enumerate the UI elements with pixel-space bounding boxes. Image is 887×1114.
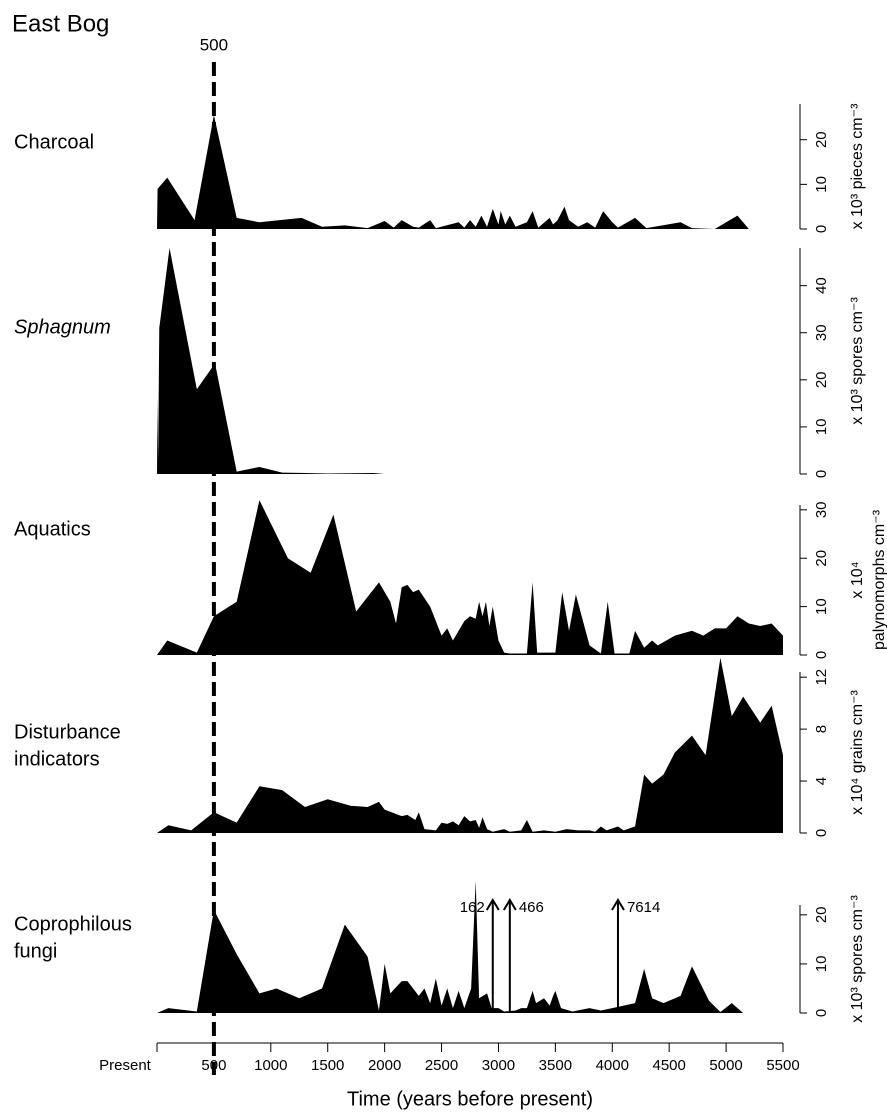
y-tick-label: 12 [813,669,830,686]
y-tick-label: 0 [813,225,830,233]
y-tick-label: 8 [813,725,830,733]
panel-title: Aquatics [14,518,91,540]
y-tick-label: 0 [813,1009,830,1017]
x-tick-label: 2500 [425,1057,458,1074]
x-tick-label: 5500 [766,1057,799,1074]
area [157,115,783,229]
panel-title: Charcoal [14,131,94,153]
y-axis-label: x 10³ spores cm⁻³ [849,895,866,1023]
y-tick-label: 0 [813,651,830,659]
annotation-label: 162 [460,899,485,916]
arrow-head [611,898,625,911]
y-tick-label: 30 [813,324,830,341]
y-axis-label: palynomorphs cm⁻³ [871,509,887,650]
annotation-label: 466 [519,899,544,916]
panel-title: Sphagnum [14,316,111,338]
y-tick-label: 10 [813,598,830,615]
y-tick-label: 30 [813,501,830,518]
arrow-head [502,898,517,911]
x-tick-label: 1500 [311,1057,344,1074]
area [157,248,783,474]
x-tick-label: 3500 [539,1057,572,1074]
x-tick-label: 1000 [254,1057,287,1074]
y-tick-label: 0 [813,829,830,837]
panel-title: Coprophilous [14,913,132,935]
y-tick-label: 4 [813,777,830,785]
y-tick-label: 10 [813,419,830,436]
x-tick-label: 4000 [596,1057,629,1074]
x-tick-label: 3000 [482,1057,515,1074]
y-tick-label: 0 [813,470,830,478]
area [157,657,783,833]
y-tick-label: 20 [813,131,830,148]
panel-title: indicators [14,748,100,770]
y-axis-label: x 10⁴ grains cm⁻³ [849,689,866,814]
area [157,880,783,1013]
y-tick-label: 20 [813,906,830,923]
reference-label: 500 [200,35,228,54]
y-axis-label: x 10⁴ [849,561,866,598]
annotation-label: 7614 [627,899,660,916]
y-axis-label: x 10³ spores cm⁻³ [849,297,866,425]
x-axis-label: Time (years before present) [347,1088,593,1110]
x-tick-label: 4500 [652,1057,685,1074]
panel-title: Disturbance [14,721,121,743]
y-tick-label: 20 [813,550,830,567]
y-tick-label: 40 [813,277,830,294]
area [157,500,783,655]
x-tick-label: 2000 [368,1057,401,1074]
y-tick-label: 20 [813,371,830,388]
panel-title: fungi [14,940,57,962]
y-tick-label: 10 [813,956,830,973]
y-axis-label: x 10³ pieces cm⁻³ [849,103,866,229]
y-tick-label: 10 [813,176,830,193]
figure-title: East Bog [12,10,109,37]
arrow-head [485,898,500,911]
x-tick-label: 5000 [709,1057,742,1074]
x-tick-label: Present [99,1057,152,1074]
